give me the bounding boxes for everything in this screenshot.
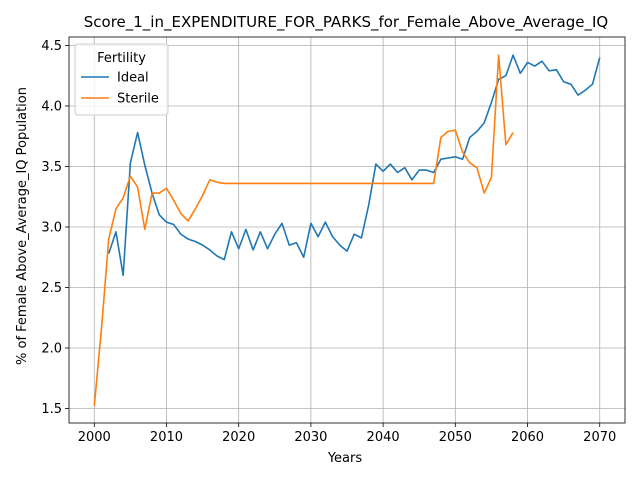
x-axis-label: Years: [327, 451, 363, 466]
legend-label-ideal: Ideal: [117, 71, 149, 86]
y-tick-label: 4.5: [41, 39, 62, 54]
x-axis-ticks: 2000 2010 2020 2030 2040 2050 2060 2070: [78, 423, 616, 445]
y-tick-label: 1.5: [41, 402, 62, 417]
y-tick-label: 2.5: [41, 281, 62, 296]
y-tick-label: 3.5: [41, 160, 62, 175]
x-tick-label: 2020: [222, 430, 255, 445]
series-line-ideal: [107, 54, 601, 277]
x-tick-label: 2030: [294, 430, 327, 445]
legend-label-sterile: Sterile: [117, 92, 159, 107]
legend-title: Fertility: [97, 51, 146, 66]
series-lines: [93, 54, 601, 407]
x-tick-label: 2050: [439, 430, 472, 445]
x-tick-label: 2000: [78, 430, 111, 445]
x-tick-label: 2070: [583, 430, 616, 445]
y-tick-label: 4.0: [41, 99, 62, 114]
y-axis-label: % of Female Above_Average_IQ Population: [15, 87, 30, 365]
plot-frame: [68, 36, 626, 424]
legend: Fertility Ideal Sterile: [74, 43, 169, 116]
series-line-sterile: [93, 54, 514, 407]
chart-title: Score_1_in_EXPENDITURE_FOR_PARKS_for_Fem…: [84, 13, 608, 32]
y-tick-label: 3.0: [41, 220, 62, 235]
x-tick-label: 2010: [150, 430, 183, 445]
grid: [69, 37, 625, 423]
y-axis-ticks: 1.5 2.0 2.5 3.0 3.5 4.0 4.5: [41, 39, 69, 417]
x-tick-label: 2040: [367, 430, 400, 445]
x-tick-label: 2060: [511, 430, 544, 445]
y-tick-label: 2.0: [41, 341, 62, 356]
